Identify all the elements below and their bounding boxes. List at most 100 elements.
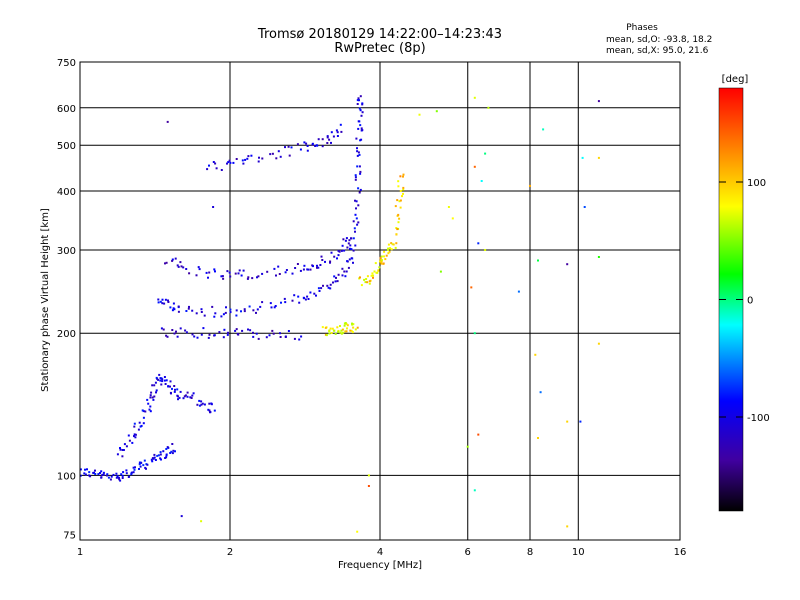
data-point: [213, 268, 216, 271]
data-point: [380, 261, 383, 264]
data-point: [402, 175, 404, 178]
data-point: [566, 420, 569, 423]
data-point: [284, 271, 287, 274]
data-points: [79, 95, 600, 533]
data-point: [542, 128, 545, 131]
data-point: [287, 145, 290, 148]
data-point: [364, 281, 367, 284]
data-point: [165, 448, 168, 450]
data-point: [172, 307, 175, 310]
data-point: [249, 329, 252, 332]
data-point: [277, 265, 280, 268]
data-point: [284, 336, 287, 338]
data-point: [177, 265, 180, 268]
data-point: [275, 274, 277, 277]
data-point: [226, 333, 229, 336]
y-tick-label: 600: [57, 104, 76, 115]
data-point: [361, 129, 364, 132]
data-point: [307, 298, 310, 300]
data-point: [349, 244, 352, 247]
data-point: [399, 199, 402, 202]
data-point: [139, 461, 142, 464]
data-point: [273, 306, 276, 309]
data-point: [326, 135, 329, 138]
data-point: [296, 263, 299, 265]
data-point: [167, 299, 169, 302]
data-point: [271, 152, 274, 155]
data-point: [207, 336, 210, 339]
y-axis-label: Stationary phase Virtual Height [km]: [40, 208, 51, 392]
data-point: [367, 485, 370, 487]
data-point: [146, 463, 149, 466]
data-point: [134, 433, 137, 436]
data-point: [112, 473, 115, 476]
data-point: [329, 287, 332, 290]
data-point: [359, 109, 362, 112]
data-point: [397, 185, 400, 188]
data-point: [157, 378, 160, 381]
data-point: [127, 476, 130, 478]
data-point: [390, 248, 393, 251]
data-point: [151, 460, 154, 463]
data-point: [198, 399, 201, 402]
data-point: [140, 424, 143, 427]
data-point: [222, 336, 225, 339]
data-point: [356, 99, 359, 102]
data-point: [329, 327, 332, 330]
chart-subtitle: RwPretec (8p): [334, 41, 425, 56]
data-point: [473, 165, 476, 168]
data-point: [211, 305, 214, 308]
data-point: [346, 327, 348, 330]
data-point: [191, 333, 194, 336]
data-point: [343, 324, 346, 327]
data-point: [189, 396, 192, 399]
data-point: [321, 259, 324, 261]
data-point: [389, 247, 391, 250]
data-point: [208, 333, 211, 336]
data-point: [208, 164, 210, 167]
data-point: [208, 409, 211, 412]
data-point: [353, 227, 356, 230]
data-point: [383, 250, 386, 253]
data-point: [350, 329, 353, 332]
data-point: [223, 328, 226, 331]
data-point: [451, 217, 454, 220]
data-point: [279, 336, 282, 338]
data-point: [224, 311, 227, 314]
data-point: [164, 262, 166, 265]
data-point: [138, 421, 141, 424]
data-point: [261, 272, 264, 275]
data-point: [377, 269, 380, 272]
data-point: [215, 167, 218, 170]
data-point: [328, 332, 331, 335]
data-point: [200, 403, 203, 406]
data-point: [316, 266, 318, 269]
data-point: [238, 269, 241, 272]
data-point: [539, 391, 542, 394]
data-point: [399, 175, 402, 178]
data-point: [235, 328, 238, 331]
data-point: [315, 294, 317, 297]
data-point: [165, 261, 168, 264]
data-point: [183, 395, 186, 398]
data-point: [242, 269, 245, 272]
data-point: [151, 396, 154, 399]
data-point: [336, 257, 338, 260]
data-point: [370, 274, 373, 277]
data-point: [477, 242, 480, 245]
data-point: [166, 446, 169, 449]
data-point: [184, 394, 187, 397]
data-point: [153, 453, 156, 456]
data-point: [287, 330, 290, 332]
data-point: [125, 472, 128, 475]
data-point: [402, 173, 405, 176]
data-point: [236, 333, 239, 335]
data-point: [121, 455, 124, 458]
data-point: [597, 342, 600, 345]
data-point: [252, 309, 255, 312]
data-point: [241, 159, 244, 162]
data-point: [356, 165, 359, 168]
colorbar-tick-label: -100: [747, 413, 770, 424]
data-point: [340, 130, 343, 133]
data-point: [316, 144, 319, 147]
